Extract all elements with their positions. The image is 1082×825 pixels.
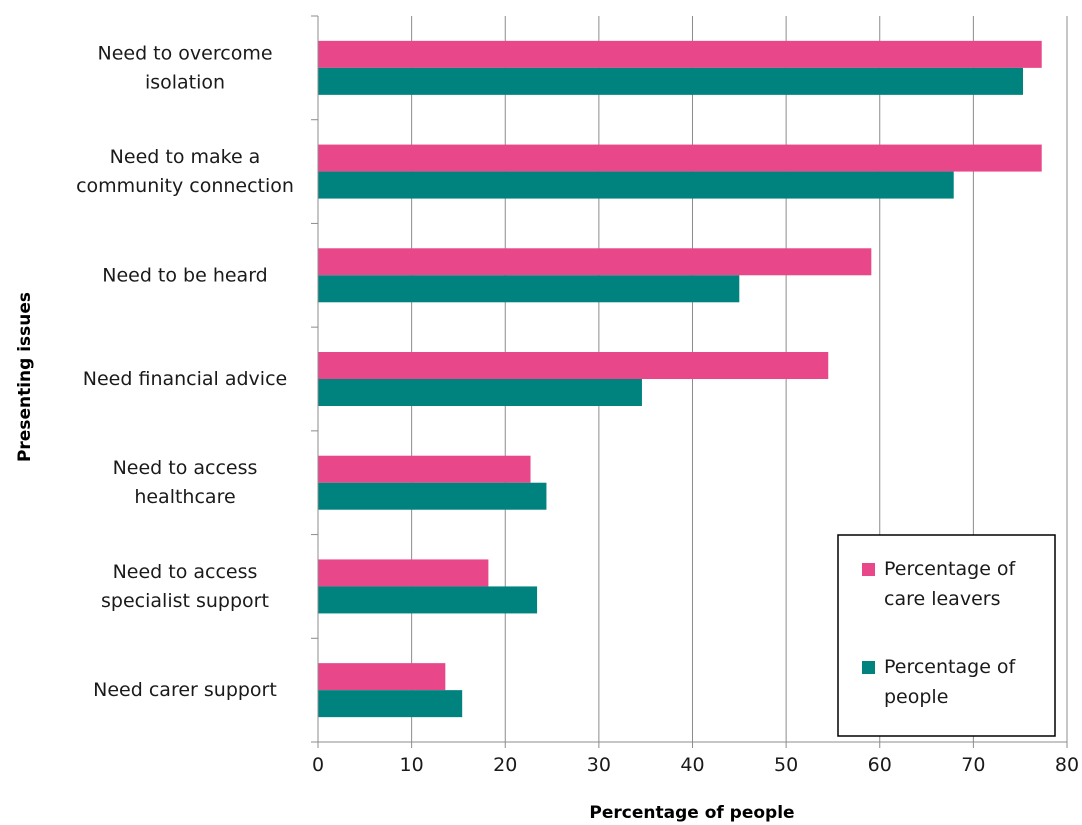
- x-tick-label: 10: [400, 754, 424, 776]
- bar-series-1: [318, 40, 1042, 68]
- bar-series-2: [318, 690, 463, 718]
- x-tick-label: 80: [1055, 754, 1079, 776]
- category-label: Need to access healthcare: [113, 457, 258, 508]
- bar-series-1: [318, 455, 531, 483]
- bars: [318, 40, 1042, 718]
- x-tick-label: 70: [961, 754, 985, 776]
- bar-series-1: [318, 248, 872, 276]
- category-label: Need carer support: [93, 679, 277, 701]
- bar-series-2: [318, 379, 642, 406]
- axes: [311, 15, 1068, 748]
- bar-series-1: [318, 352, 829, 379]
- x-tick-label: 30: [587, 754, 611, 776]
- bar-series-1: [318, 559, 489, 587]
- y-axis-title: Presenting issues: [15, 292, 35, 462]
- x-tick-label: 60: [868, 754, 892, 776]
- bar-series-2: [318, 482, 547, 510]
- bar-series-1: [318, 663, 446, 691]
- x-axis-title: Percentage of people: [589, 803, 794, 823]
- category-label: Need financial advice: [83, 368, 287, 390]
- category-label: Need to overcome isolation: [97, 42, 272, 93]
- legend-swatch: [862, 563, 875, 576]
- x-tick-label: 20: [493, 754, 517, 776]
- legend: Percentage of care leavers Percentage of pe…: [837, 534, 1056, 737]
- category-label: Need to be heard: [102, 264, 268, 286]
- legend-label: Percentage of people: [884, 656, 1017, 708]
- category-label: Need to access specialist support: [101, 561, 269, 612]
- x-tick-label: 50: [774, 754, 798, 776]
- bar-series-2: [318, 67, 1023, 95]
- bar-series-2: [318, 275, 740, 303]
- legend-label: Percentage of care leavers: [884, 558, 1017, 610]
- category-label: Need to make a community connection: [76, 146, 294, 197]
- bar-series-2: [318, 586, 538, 614]
- bar-series-2: [318, 171, 954, 199]
- x-tick-label: 0: [312, 754, 324, 776]
- x-tick-label: 40: [680, 754, 704, 776]
- x-tick-labels: 0 10 20 30 40 50 60 70 80: [312, 754, 1079, 776]
- legend-swatch: [862, 661, 875, 674]
- bar-series-1: [318, 144, 1042, 172]
